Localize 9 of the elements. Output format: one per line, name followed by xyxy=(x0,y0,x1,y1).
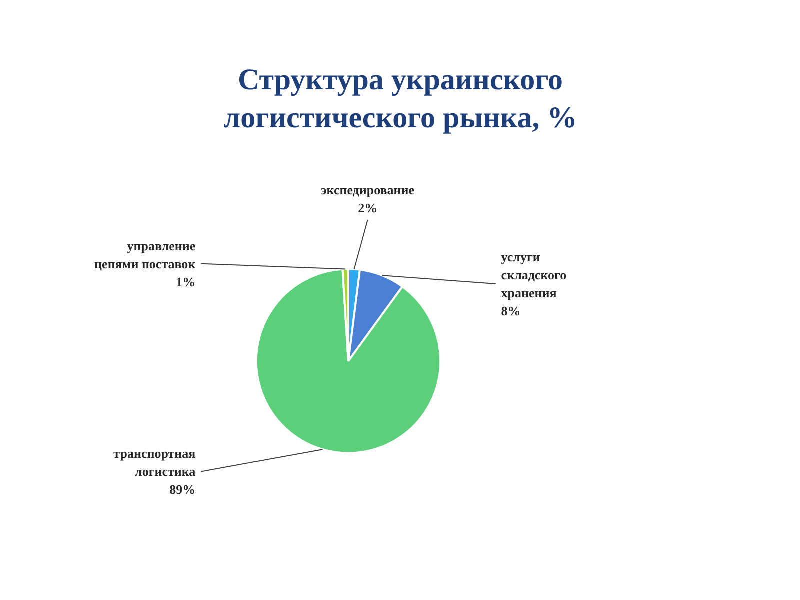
data-label: 8% xyxy=(501,303,521,318)
data-label: 2% xyxy=(358,200,378,216)
slice-label: транспортная логистика xyxy=(114,446,196,480)
data-label: 89% xyxy=(170,482,196,498)
slice-label: управление цепями поставок xyxy=(94,238,196,272)
chart-title: Структура украинского логистического рынка, % xyxy=(224,63,578,134)
slice-label: экспедирование xyxy=(321,182,415,198)
slice-label: услуги складского хранения xyxy=(501,249,567,300)
data-label: 1% xyxy=(176,274,196,290)
